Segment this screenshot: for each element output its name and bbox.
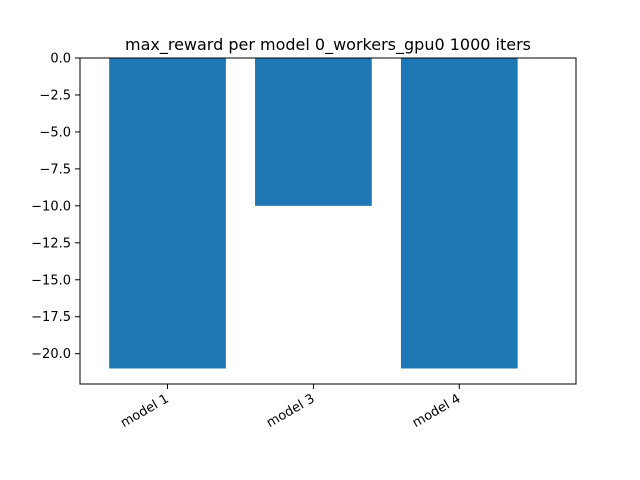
- y-tick-label: −15.0: [31, 273, 71, 288]
- y-tick-label: −7.5: [39, 162, 71, 177]
- bars-group: [109, 58, 518, 369]
- bar-model-3: [255, 58, 372, 206]
- y-tick-label: −17.5: [31, 310, 71, 325]
- y-tick-label: −10.0: [31, 199, 71, 214]
- bar-model-4: [400, 58, 518, 369]
- y-tick-label: −20.0: [31, 347, 71, 362]
- y-tick-label: −5.0: [39, 125, 71, 140]
- y-tick-label: 0.0: [50, 52, 71, 67]
- y-axis-ticks: 0.0 −2.5 −5.0 −7.5 −10.0 −12.5 −15.0 −17.5 −20.0: [31, 52, 80, 362]
- bar-model-1: [109, 58, 226, 369]
- chart-title: max_reward per model 0_workers_gpu0 1000…: [125, 35, 531, 55]
- plot-frame: [79, 57, 577, 385]
- y-tick-label: −12.5: [31, 236, 71, 251]
- y-tick-label: −2.5: [39, 88, 71, 103]
